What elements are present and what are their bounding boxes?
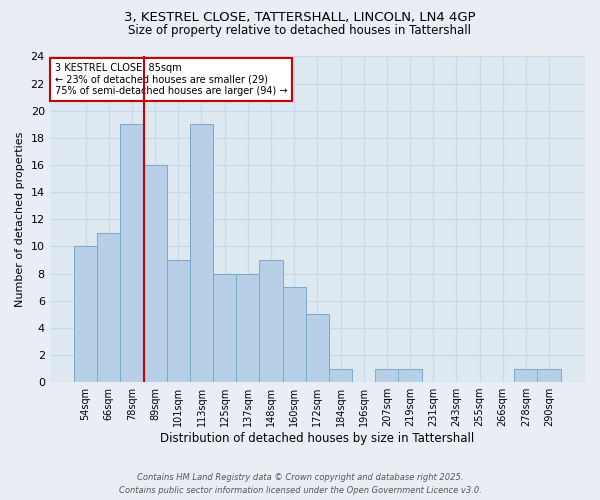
Bar xyxy=(259,260,283,382)
Bar xyxy=(190,124,213,382)
Text: 3, KESTREL CLOSE, TATTERSHALL, LINCOLN, LN4 4GP: 3, KESTREL CLOSE, TATTERSHALL, LINCOLN, … xyxy=(124,11,476,24)
Bar xyxy=(213,274,236,382)
Text: Size of property relative to detached houses in Tattershall: Size of property relative to detached ho… xyxy=(128,24,472,37)
Bar xyxy=(121,124,143,382)
Bar xyxy=(514,368,538,382)
Bar xyxy=(143,165,167,382)
Text: Contains HM Land Registry data © Crown copyright and database right 2025.
Contai: Contains HM Land Registry data © Crown c… xyxy=(119,474,481,495)
Y-axis label: Number of detached properties: Number of detached properties xyxy=(15,132,25,307)
Bar xyxy=(375,368,398,382)
Bar xyxy=(283,287,306,382)
Bar xyxy=(306,314,329,382)
X-axis label: Distribution of detached houses by size in Tattershall: Distribution of detached houses by size … xyxy=(160,432,475,445)
Bar xyxy=(538,368,560,382)
Bar xyxy=(398,368,422,382)
Bar xyxy=(329,368,352,382)
Bar xyxy=(74,246,97,382)
Bar xyxy=(236,274,259,382)
Text: 3 KESTREL CLOSE: 85sqm
← 23% of detached houses are smaller (29)
75% of semi-det: 3 KESTREL CLOSE: 85sqm ← 23% of detached… xyxy=(55,63,287,96)
Bar xyxy=(97,233,121,382)
Bar xyxy=(167,260,190,382)
